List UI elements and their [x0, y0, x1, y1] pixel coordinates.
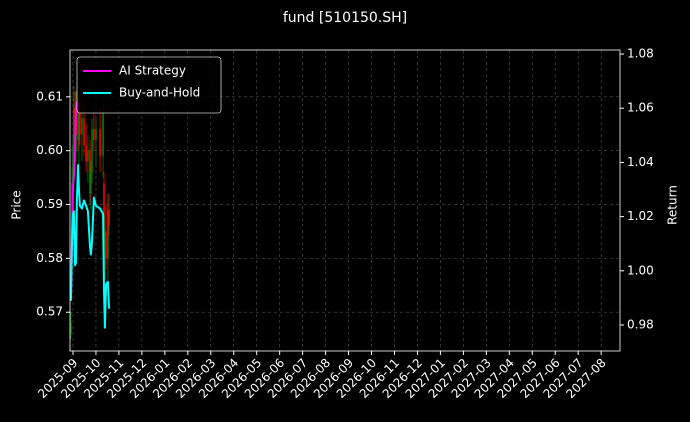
y2-tick-label: 1.08: [627, 47, 654, 61]
candle-body: [70, 323, 72, 334]
plot-frame: [69, 49, 621, 352]
y2-axis-label: Return: [666, 185, 680, 225]
candle-body: [81, 118, 83, 135]
y-tick-label: 0.60: [36, 143, 63, 157]
candle-body: [79, 113, 81, 135]
y-tick-label: 0.59: [36, 197, 63, 211]
candle-body: [103, 183, 105, 243]
candle-body: [95, 129, 97, 140]
series-line: [69, 164, 111, 329]
candle-body: [77, 123, 79, 140]
y-axis-label: Price: [10, 190, 24, 219]
candle-body: [104, 231, 106, 243]
chart-title: fund [510150.SH]: [283, 10, 407, 26]
candle-body: [72, 145, 74, 183]
y-tick-label: 0.57: [36, 305, 63, 319]
candle-body: [83, 118, 85, 146]
legend-box: [76, 56, 222, 114]
candle-body: [78, 113, 80, 140]
y2-tick-label: 1.06: [627, 101, 654, 115]
candle-body: [105, 231, 107, 259]
y2-tick-label: 1.00: [627, 263, 654, 277]
y-tick-label: 0.61: [36, 89, 63, 103]
candle-body: [90, 172, 92, 194]
candle-body: [102, 113, 104, 157]
candle-body: [76, 102, 78, 124]
legend-label: Buy-and-Hold: [119, 86, 200, 100]
y2-tick-label: 1.04: [627, 155, 654, 169]
candle-body: [93, 129, 95, 140]
candle-body: [89, 150, 91, 194]
candle-body: [108, 209, 110, 227]
candle-body: [85, 145, 87, 162]
y-tick-label: 0.58: [36, 251, 63, 265]
y2-tick-label: 1.02: [627, 209, 654, 223]
candle-body: [87, 150, 89, 162]
candle-body: [99, 129, 101, 157]
legend-label: AI Strategy: [119, 64, 186, 78]
candle-body: [91, 129, 93, 173]
y2-tick-label: 0.98: [627, 317, 654, 331]
candle-body: [73, 107, 75, 146]
candle-body: [107, 209, 109, 259]
